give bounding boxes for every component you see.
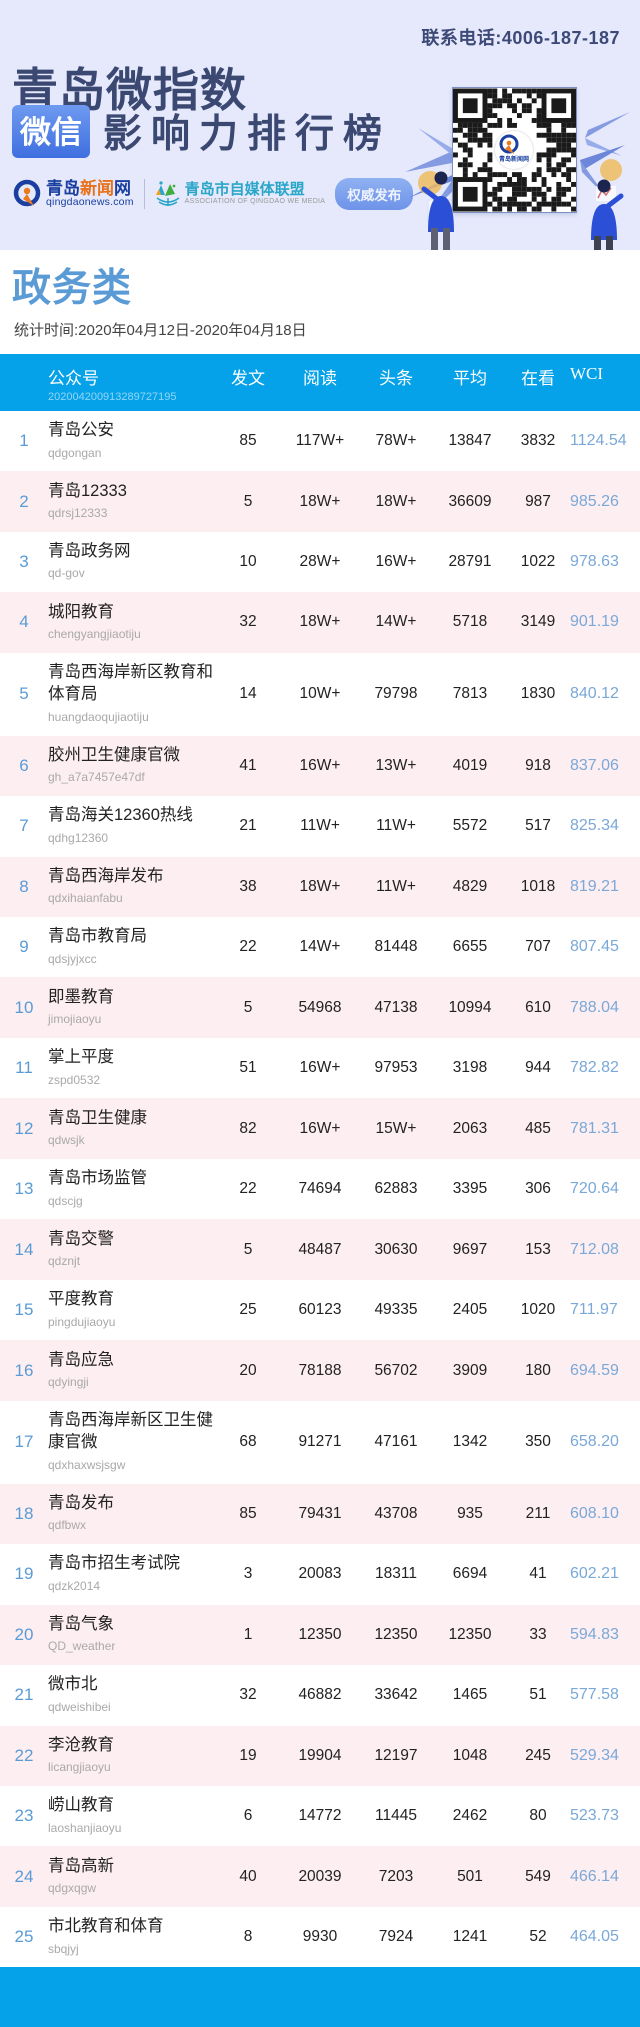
svg-text:青岛新闻网: 青岛新闻网 xyxy=(499,155,529,163)
